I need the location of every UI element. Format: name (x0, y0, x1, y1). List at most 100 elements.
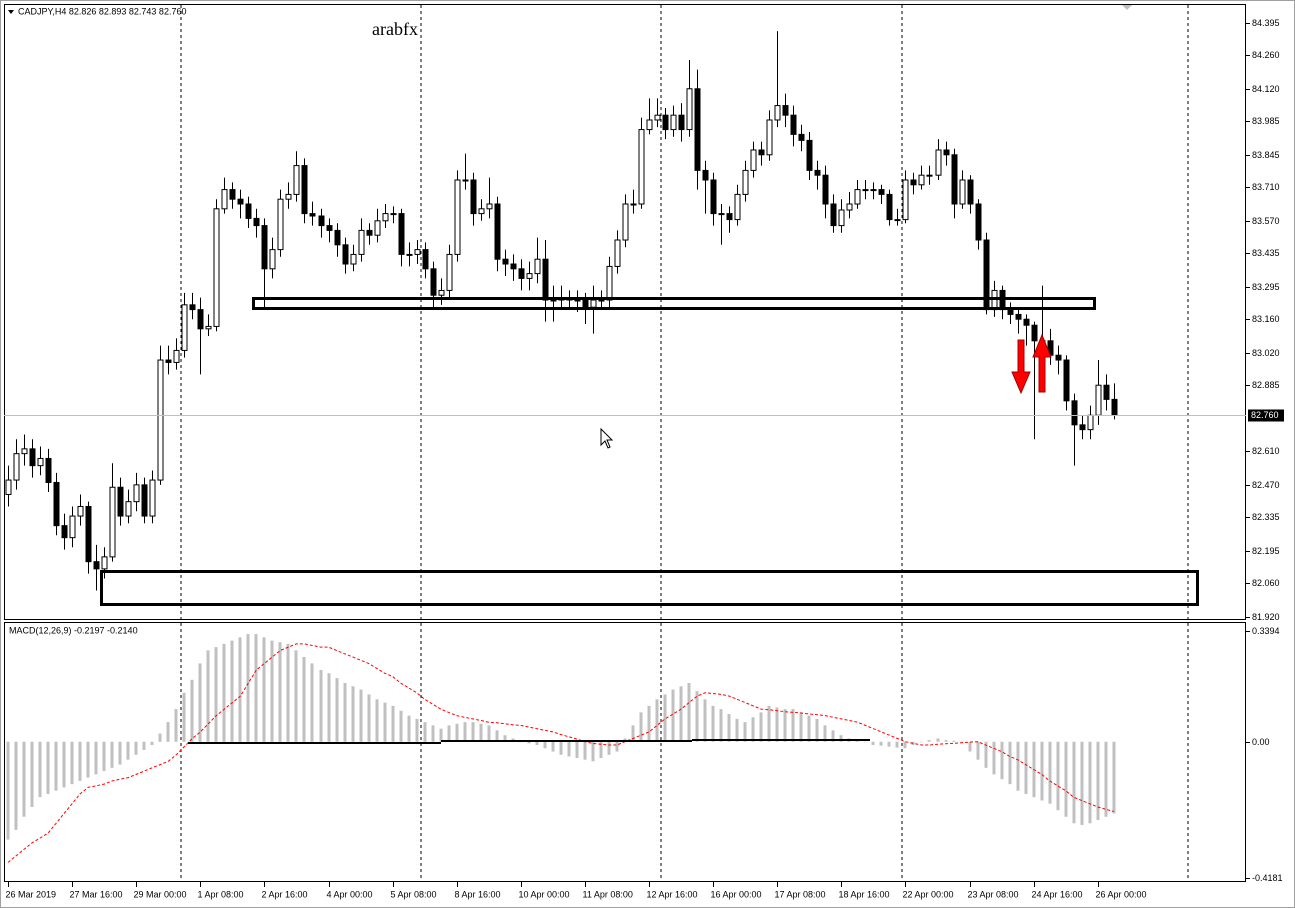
candle-body (782, 105, 789, 116)
y-tick-label: 83.295 (1252, 282, 1280, 292)
candle-body (894, 219, 901, 222)
y-tick-label: 82.060 (1252, 578, 1280, 588)
candle-body (438, 289, 445, 296)
candle-body (590, 299, 597, 308)
candle-body (670, 114, 677, 131)
candle-body (814, 169, 821, 176)
candle-body (830, 203, 837, 227)
macd-bar (286, 643, 290, 742)
macd-bar (535, 741, 539, 745)
menu-arrow[interactable] (8, 10, 14, 14)
candle-body (358, 229, 365, 255)
candle-body (1079, 424, 1086, 431)
zone-rectangle (252, 297, 1096, 310)
candle-body (350, 253, 357, 265)
x-tick-label: 10 Apr 00:00 (519, 889, 570, 899)
candle-body (710, 179, 717, 215)
y-tick-label: 83.435 (1252, 248, 1280, 258)
candle-body (951, 154, 958, 205)
macd-bar (687, 683, 691, 742)
candle-body (638, 129, 645, 205)
candle-body (878, 189, 885, 195)
candle-body (101, 556, 108, 570)
candle-body (750, 149, 757, 171)
candle-body (93, 561, 100, 570)
y-tick-label: 84.260 (1252, 50, 1280, 60)
period-separators (180, 5, 1189, 882)
candle-body (726, 213, 733, 221)
macd-bar (1000, 741, 1004, 780)
candle-body (1071, 400, 1078, 426)
candle-body (229, 189, 236, 200)
macd-bar (791, 709, 795, 742)
macd-bar (871, 741, 875, 745)
macd-bar (655, 699, 659, 742)
candle-body (221, 189, 228, 210)
macd-bar (158, 733, 162, 742)
macd-bar (879, 741, 883, 746)
macd-bar (190, 679, 194, 742)
candle-body (189, 304, 196, 311)
up-arrow (1032, 333, 1052, 393)
candle-body (414, 249, 421, 255)
annotation: arabfx (372, 19, 418, 39)
macd-bar (679, 686, 683, 742)
candle-body (774, 105, 781, 121)
main-panel (4, 4, 1246, 620)
candle-body (261, 225, 268, 270)
macd-bar (775, 707, 779, 742)
macd-bar (591, 741, 595, 762)
macd-bar (783, 709, 787, 742)
y-tick-label: 83.710 (1252, 182, 1280, 192)
candle-body (406, 253, 413, 256)
candle-body (245, 203, 252, 219)
candle-body (165, 359, 172, 363)
macd-bar (487, 725, 491, 742)
candle-body (205, 325, 212, 330)
candle-body (61, 525, 68, 539)
macd-bar (639, 712, 643, 742)
candle-body (630, 203, 637, 206)
macd-bar (551, 741, 555, 752)
macd-bar (1104, 741, 1108, 817)
candle-body (213, 208, 220, 327)
candle-body (133, 484, 140, 503)
macd-bar (735, 718, 739, 742)
candle-body (926, 174, 933, 177)
candle-body (806, 139, 813, 171)
candle-body (943, 149, 950, 156)
macd-bar (262, 637, 266, 742)
candle-body (486, 203, 493, 210)
macd-bar (431, 725, 435, 742)
candle-body (959, 179, 966, 205)
x-tick-label: 5 Apr 08:00 (391, 889, 437, 899)
x-tick-label: 17 Apr 08:00 (775, 889, 826, 899)
candle-body (694, 88, 701, 171)
macd-bar (383, 702, 387, 742)
macd-bar (503, 735, 507, 742)
macd-bar (214, 647, 218, 742)
macd-bar (703, 699, 707, 742)
macd-bar (936, 738, 940, 742)
candle-body (149, 479, 156, 517)
macd-bar (759, 712, 763, 742)
candle-body (374, 220, 381, 236)
macd-bar (976, 741, 980, 760)
macd-bar (206, 650, 210, 742)
candle-body (478, 208, 485, 215)
macd-bar (495, 730, 499, 742)
macd-bar (631, 725, 635, 742)
x-tick-label: 8 Apr 16:00 (455, 889, 501, 899)
candle-body (910, 179, 917, 186)
candle-body (614, 239, 621, 267)
macd-bar (895, 741, 899, 748)
candle-body (390, 213, 397, 216)
macd-bar (527, 741, 531, 744)
x-tick-label: 26 Mar 2019 (6, 889, 57, 899)
y-tick-label: 83.845 (1252, 150, 1280, 160)
candle-body (293, 165, 300, 195)
macd-bar (743, 722, 747, 742)
candle-body (470, 179, 477, 215)
candle-body (582, 299, 589, 308)
